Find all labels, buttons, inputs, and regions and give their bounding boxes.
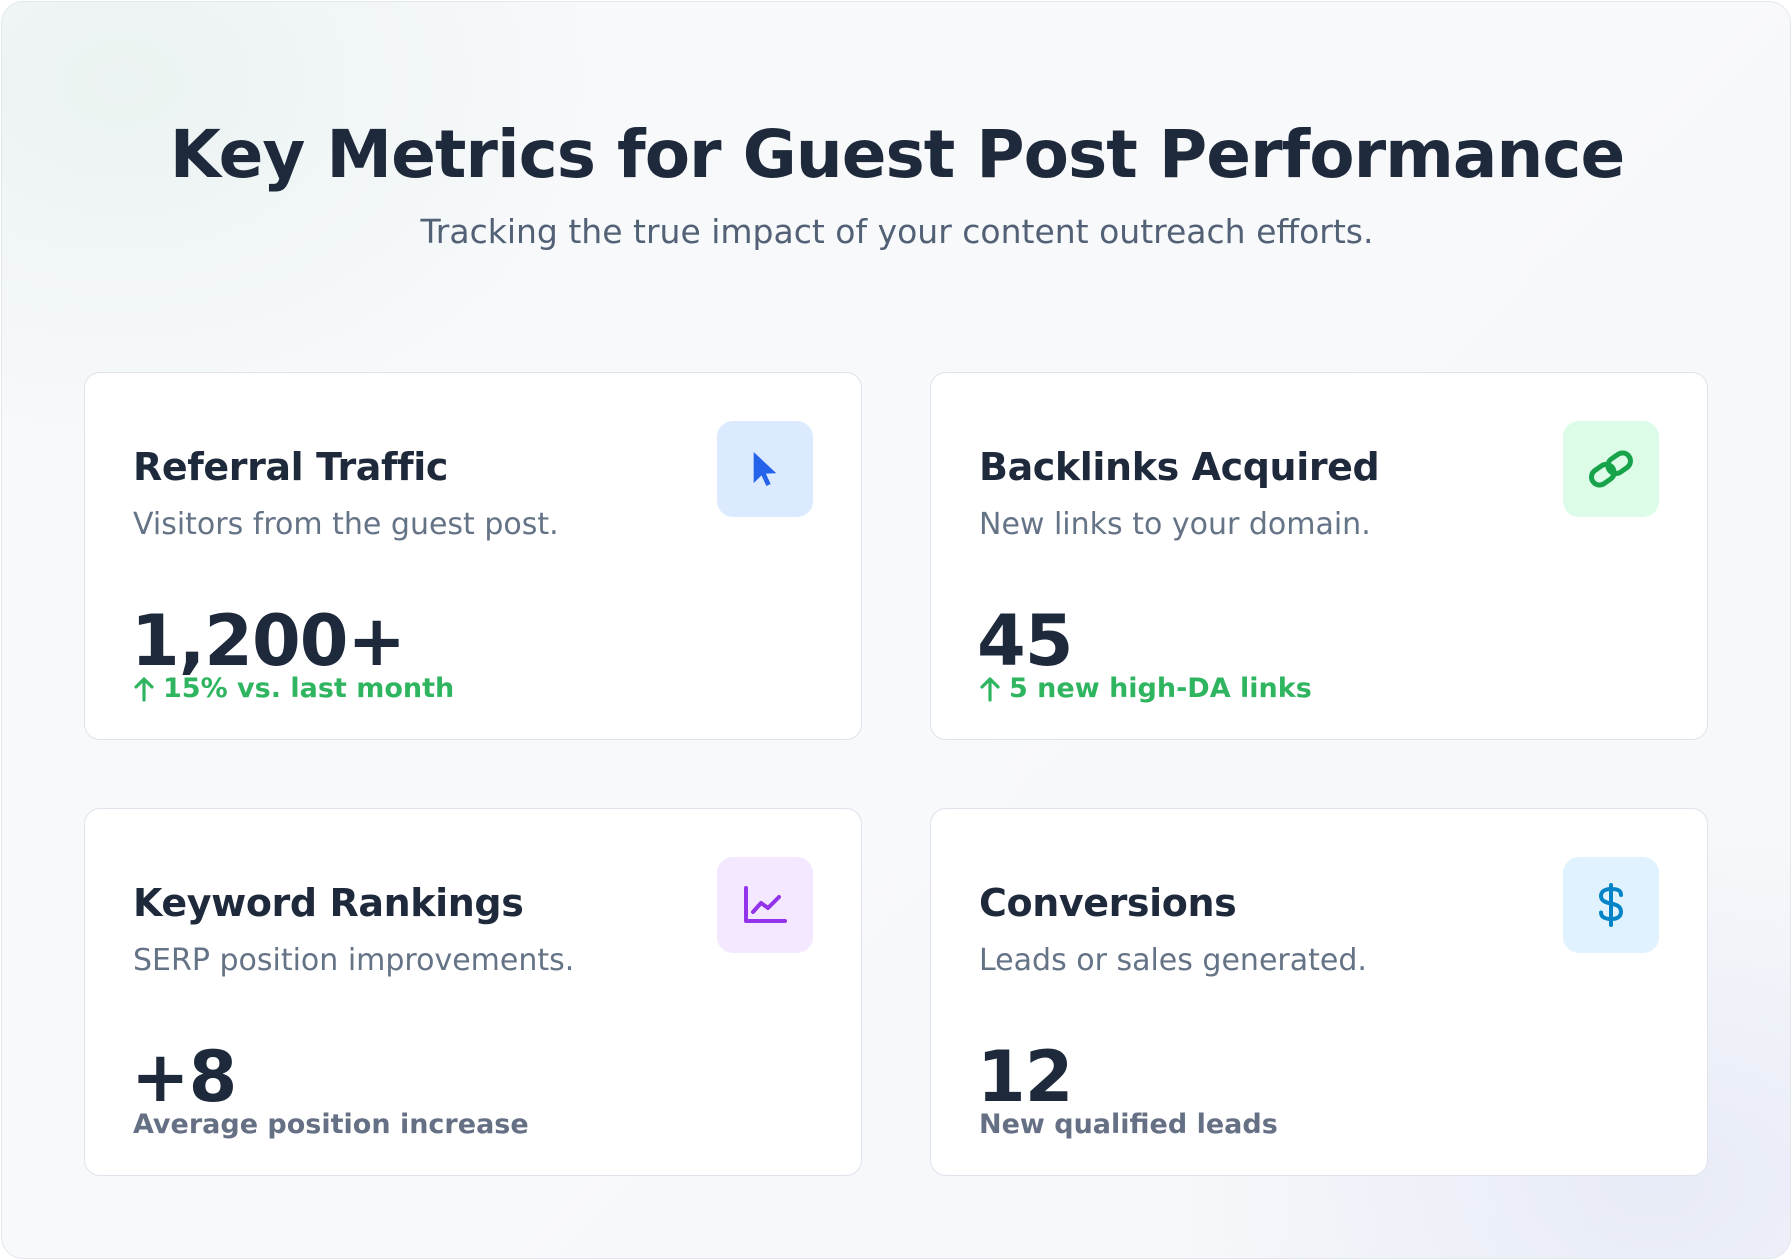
metric-title: Keyword Rankings xyxy=(133,881,524,925)
arrow-up-icon xyxy=(980,676,1000,702)
cursor-icon-box xyxy=(717,421,813,517)
metric-description: Visitors from the guest post. xyxy=(133,507,559,542)
metric-note-text: New qualified leads xyxy=(979,1109,1278,1140)
dollar-icon-box xyxy=(1563,857,1659,953)
metric-title: Referral Traffic xyxy=(133,445,449,489)
metric-description: SERP position improvements. xyxy=(133,943,575,978)
metric-trend-text: 15% vs. last month xyxy=(163,673,455,704)
page-title: Key Metrics for Guest Post Performance xyxy=(169,116,1626,193)
metric-card-keyword-rankings: Keyword Rankings SERP position improveme… xyxy=(84,808,862,1176)
metric-card-conversions: Conversions Leads or sales generated. 12… xyxy=(930,808,1708,1176)
metric-description: Leads or sales generated. xyxy=(979,943,1367,978)
link-icon xyxy=(1589,450,1633,488)
cursor-icon xyxy=(753,452,777,486)
metric-trend-text: 5 new high-DA links xyxy=(1009,673,1312,704)
metric-note-text: Average position increase xyxy=(133,1109,529,1140)
metric-trend-note: 5 new high-DA links xyxy=(979,673,1312,704)
page-subtitle: Tracking the true impact of your content… xyxy=(420,212,1374,251)
metric-title: Conversions xyxy=(979,881,1237,925)
metric-card-backlinks: Backlinks Acquired New links to your dom… xyxy=(930,372,1708,740)
line-chart-icon xyxy=(744,886,787,923)
metric-value: 1,200+ xyxy=(131,600,406,682)
metric-value: 12 xyxy=(977,1036,1073,1118)
metric-card-referral-traffic: Referral Traffic Visitors from the guest… xyxy=(84,372,862,740)
metric-note: New qualified leads xyxy=(979,1109,1278,1140)
metric-description: New links to your domain. xyxy=(979,507,1371,542)
metric-note: Average position increase xyxy=(133,1109,529,1140)
metric-title: Backlinks Acquired xyxy=(979,445,1380,489)
line-chart-icon-box xyxy=(717,857,813,953)
metric-value: 45 xyxy=(977,600,1073,682)
metric-trend-note: 15% vs. last month xyxy=(133,673,454,704)
arrow-up-icon xyxy=(134,676,154,702)
dollar-icon xyxy=(1598,883,1624,927)
link-icon-box xyxy=(1563,421,1659,517)
metric-value: +8 xyxy=(131,1036,237,1118)
